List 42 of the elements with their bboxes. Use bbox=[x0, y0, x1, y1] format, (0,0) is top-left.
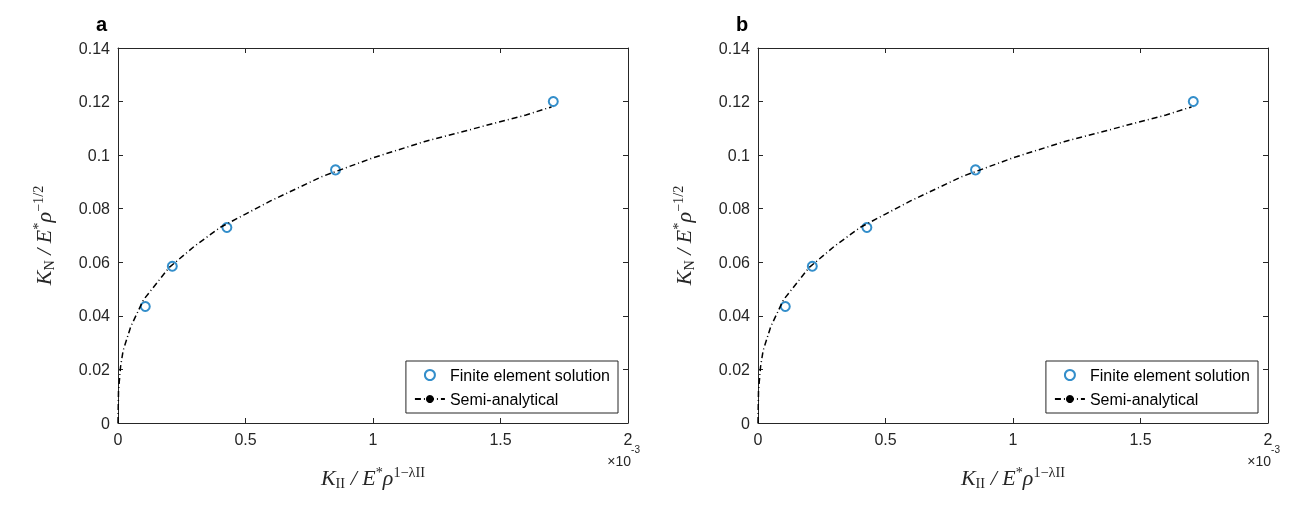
x-tick-label: 0 bbox=[753, 430, 763, 448]
x-tick-label: 1.5 bbox=[489, 430, 512, 448]
y-tick-label: 0.06 bbox=[718, 253, 751, 271]
x-tick-label: 0.5 bbox=[874, 430, 897, 448]
y-axis-title: KN / E*ρ−1/2 bbox=[670, 185, 697, 287]
legend-label: Semi-analytical bbox=[449, 390, 559, 408]
y-tick-label: 0.02 bbox=[78, 360, 111, 378]
x-tick-label: 1.5 bbox=[1129, 430, 1152, 448]
chart-title: b bbox=[736, 13, 749, 35]
y-tick-label: 0.1 bbox=[87, 146, 111, 164]
point bbox=[330, 164, 342, 176]
y-tick-label: 0 bbox=[741, 414, 751, 432]
point bbox=[221, 221, 233, 233]
y-tick-label: 0.08 bbox=[78, 200, 111, 218]
y-axis-title: KN / E*ρ−1/2 bbox=[30, 185, 57, 287]
y-tick-label: 0.14 bbox=[718, 39, 751, 57]
x-tick-label: 1 bbox=[368, 430, 378, 448]
point bbox=[139, 300, 151, 312]
chart-title: a bbox=[96, 13, 108, 35]
y-tick-label: 0.12 bbox=[718, 93, 751, 111]
y-tick-label: 0 bbox=[101, 414, 111, 432]
y-tick-label: 0.04 bbox=[78, 307, 111, 325]
y-tick-label: 0.12 bbox=[78, 93, 111, 111]
point bbox=[1187, 96, 1199, 108]
point bbox=[970, 164, 982, 176]
legend-label: Finite element solution bbox=[1089, 366, 1251, 384]
x-tick-label: 0.5 bbox=[234, 430, 257, 448]
y-tick-label: 0.1 bbox=[727, 146, 751, 164]
x-tick-label: 1 bbox=[1008, 430, 1018, 448]
y-tick-label: 0.08 bbox=[718, 200, 751, 218]
x-tick-label: 2 bbox=[1263, 430, 1273, 448]
x-tick-label: 0 bbox=[113, 430, 123, 448]
y-tick-label: 0.04 bbox=[718, 307, 751, 325]
x-tick-label: 2 bbox=[623, 430, 633, 448]
y-tick-label: 0.06 bbox=[78, 253, 111, 271]
point bbox=[779, 300, 791, 312]
point bbox=[547, 96, 559, 108]
legend-label: Finite element solution bbox=[449, 366, 611, 384]
y-tick-label: 0.02 bbox=[718, 360, 751, 378]
y-tick-label: 0.14 bbox=[78, 39, 111, 57]
point bbox=[861, 221, 873, 233]
legend-label: Semi-analytical bbox=[1089, 390, 1199, 408]
